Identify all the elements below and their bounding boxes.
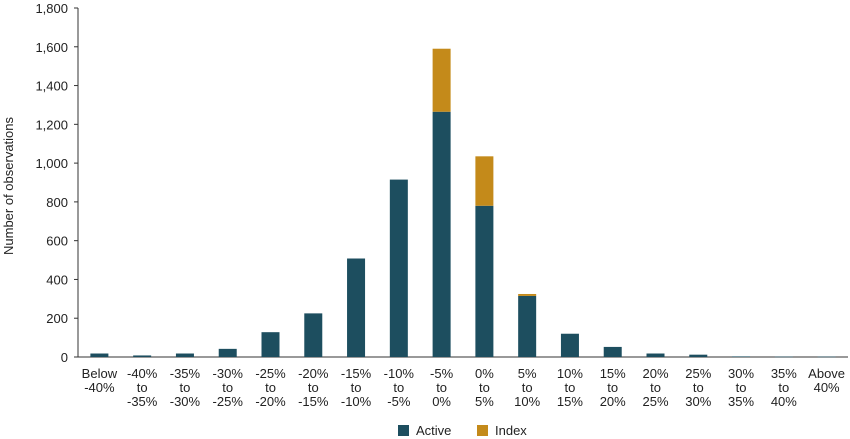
bar-active-7 [389,179,408,357]
y-axis: 0 200 400 600 800 1,000 1,200 1,400 1,600 1,800 [35,1,79,365]
bar-active-17 [817,356,836,358]
x-tick-label: 10% to 15% [557,366,583,409]
legend-label-index: Index [495,423,527,438]
y-axis-title: Number of observations [1,116,16,255]
bar-active-1 [133,355,152,357]
y-tick-label: 0 [61,350,68,365]
x-tick-label: 20% to 25% [642,366,668,409]
x-tick-label: 15% to 20% [600,366,626,409]
x-tick-label: 5% to 10% [514,366,540,409]
bar-active-16 [774,356,793,358]
bar-active-9 [475,205,494,357]
legend-label-active: Active [416,423,451,438]
y-tick-label: 800 [46,195,68,210]
x-tick-label: -35% to -30% [170,366,201,409]
bar-active-0 [90,353,109,357]
x-tick-label: Above 40% [808,366,845,395]
x-tick-label: -25% to -20% [255,366,286,409]
bar-active-4 [261,332,280,357]
bar-active-11 [560,333,579,357]
bar-active-2 [175,353,194,357]
bar-active-10 [518,295,537,357]
y-tick-label: 1,200 [35,117,68,132]
bar-index-10 [518,293,537,296]
bar-active-6 [347,258,366,357]
legend: Active Index [398,423,527,438]
legend-swatch-active [398,425,409,436]
x-tick-label: 0% to 5% [475,366,494,409]
bar-active-15 [732,356,751,358]
y-tick-label: 1,600 [35,40,68,55]
x-tick-label: -20% to -15% [298,366,329,409]
bars [90,48,836,358]
x-tick-label: -30% to -25% [213,366,244,409]
legend-swatch-index [477,425,488,436]
category-labels: Below -40%-40% to -35%-35% to -30%-30% to -25%-… [82,366,845,409]
x-tick-label: 25% to 30% [685,366,711,409]
bar-active-14 [689,354,708,357]
x-tick-label: Below -40% [82,366,118,395]
bar-index-8 [432,48,451,112]
x-tick-label: -40% to -35% [127,366,158,409]
x-tick-label: -10% to -5% [384,366,415,409]
bar-active-3 [218,348,237,357]
bar-active-12 [603,346,622,357]
y-tick-label: 1,800 [35,1,68,16]
x-tick-label: 35% to 40% [771,366,797,409]
bar-active-13 [646,353,665,357]
x-tick-label: 30% to 35% [728,366,754,409]
bar-index-9 [475,156,494,206]
x-tick-label: -5% to 0% [430,366,454,409]
y-tick-label: 1,400 [35,79,68,94]
y-tick-label: 400 [46,272,68,287]
bar-active-8 [432,111,451,357]
y-tick-label: 600 [46,234,68,249]
y-tick-label: 200 [46,311,68,326]
bar-active-5 [304,313,323,357]
x-tick-label: -15% to -10% [341,366,372,409]
y-tick-label: 1,000 [35,156,68,171]
